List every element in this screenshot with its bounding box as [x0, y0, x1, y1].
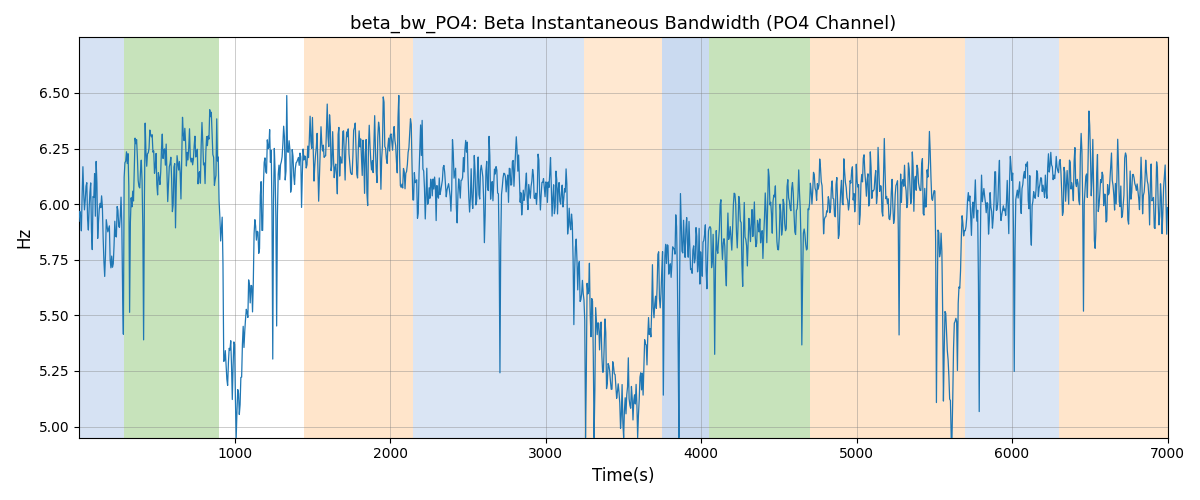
- Bar: [709, 38, 810, 438]
- Bar: [662, 38, 709, 438]
- Bar: [305, 38, 413, 438]
- Bar: [413, 38, 584, 438]
- Bar: [965, 38, 1058, 438]
- Bar: [79, 38, 124, 438]
- Bar: [584, 38, 662, 438]
- Y-axis label: Hz: Hz: [14, 227, 32, 248]
- Bar: [1058, 38, 1183, 438]
- X-axis label: Time(s): Time(s): [592, 467, 654, 485]
- Bar: [124, 38, 218, 438]
- Bar: [810, 38, 965, 438]
- Title: beta_bw_PO4: Beta Instantaneous Bandwidth (PO4 Channel): beta_bw_PO4: Beta Instantaneous Bandwidt…: [350, 15, 896, 34]
